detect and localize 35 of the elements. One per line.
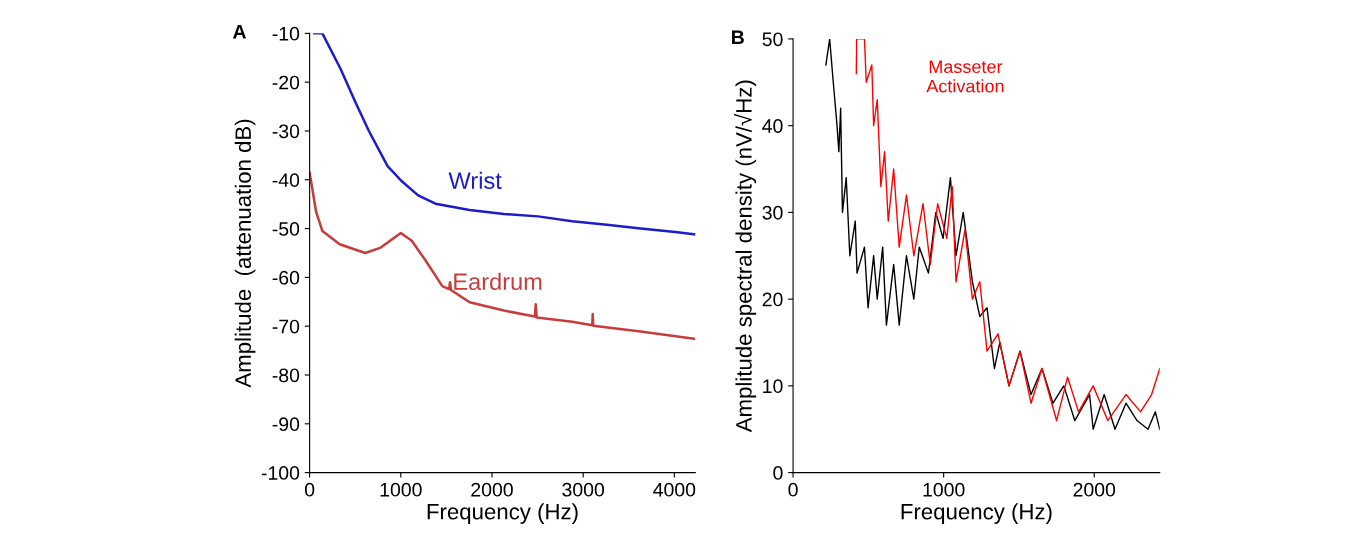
- y-tick-label: 30: [762, 205, 783, 220]
- y-tick-label: 40: [762, 119, 783, 133]
- y-tick-label: -30: [272, 124, 300, 139]
- y-tick-label: -80: [272, 368, 300, 383]
- x-tick-label: 0: [304, 482, 315, 497]
- y-axis-title: Amplitude spectral density (nV/√Hz): [733, 80, 757, 433]
- y-tick-label: -70: [272, 319, 300, 334]
- y-tick-label: -10: [272, 26, 300, 41]
- line-series: [312, 33, 696, 236]
- text: B: [732, 30, 744, 44]
- x-tick-label: 1000: [380, 482, 422, 497]
- x-axis-title: Frequency (Hz): [427, 503, 578, 524]
- line-series: [309, 171, 696, 341]
- text: A: [232, 25, 247, 39]
- y-axis-title: Amplitude (attenuation dB): [234, 119, 256, 388]
- x-tick-label: 1000: [923, 482, 965, 497]
- x-axis-title: Frequency (Hz): [901, 503, 1052, 524]
- y-tick-label: 20: [762, 292, 783, 307]
- y-tick-label: 0: [773, 466, 783, 480]
- x-tick-label: 2000: [471, 482, 513, 497]
- x-tick-label: 2000: [1073, 482, 1116, 497]
- y-tick-label: -50: [272, 222, 300, 236]
- y-tick-label: -100: [261, 466, 300, 480]
- y-tick-label: -20: [272, 75, 300, 90]
- y-tick-label: -90: [272, 417, 300, 432]
- x-tick-label: 4000: [653, 482, 696, 497]
- text: Masseter Activation: [926, 60, 1004, 93]
- y-tick-label: 10: [763, 379, 783, 394]
- y-tick-label: -60: [272, 270, 300, 285]
- y-tick-label: 50: [762, 32, 783, 47]
- x-tick-label: 0: [788, 482, 798, 497]
- series-label: Eardrum: [454, 272, 542, 291]
- series-label: Wrist: [448, 171, 502, 190]
- y-tick-label: -40: [272, 173, 300, 188]
- x-tick-label: 3000: [562, 482, 605, 497]
